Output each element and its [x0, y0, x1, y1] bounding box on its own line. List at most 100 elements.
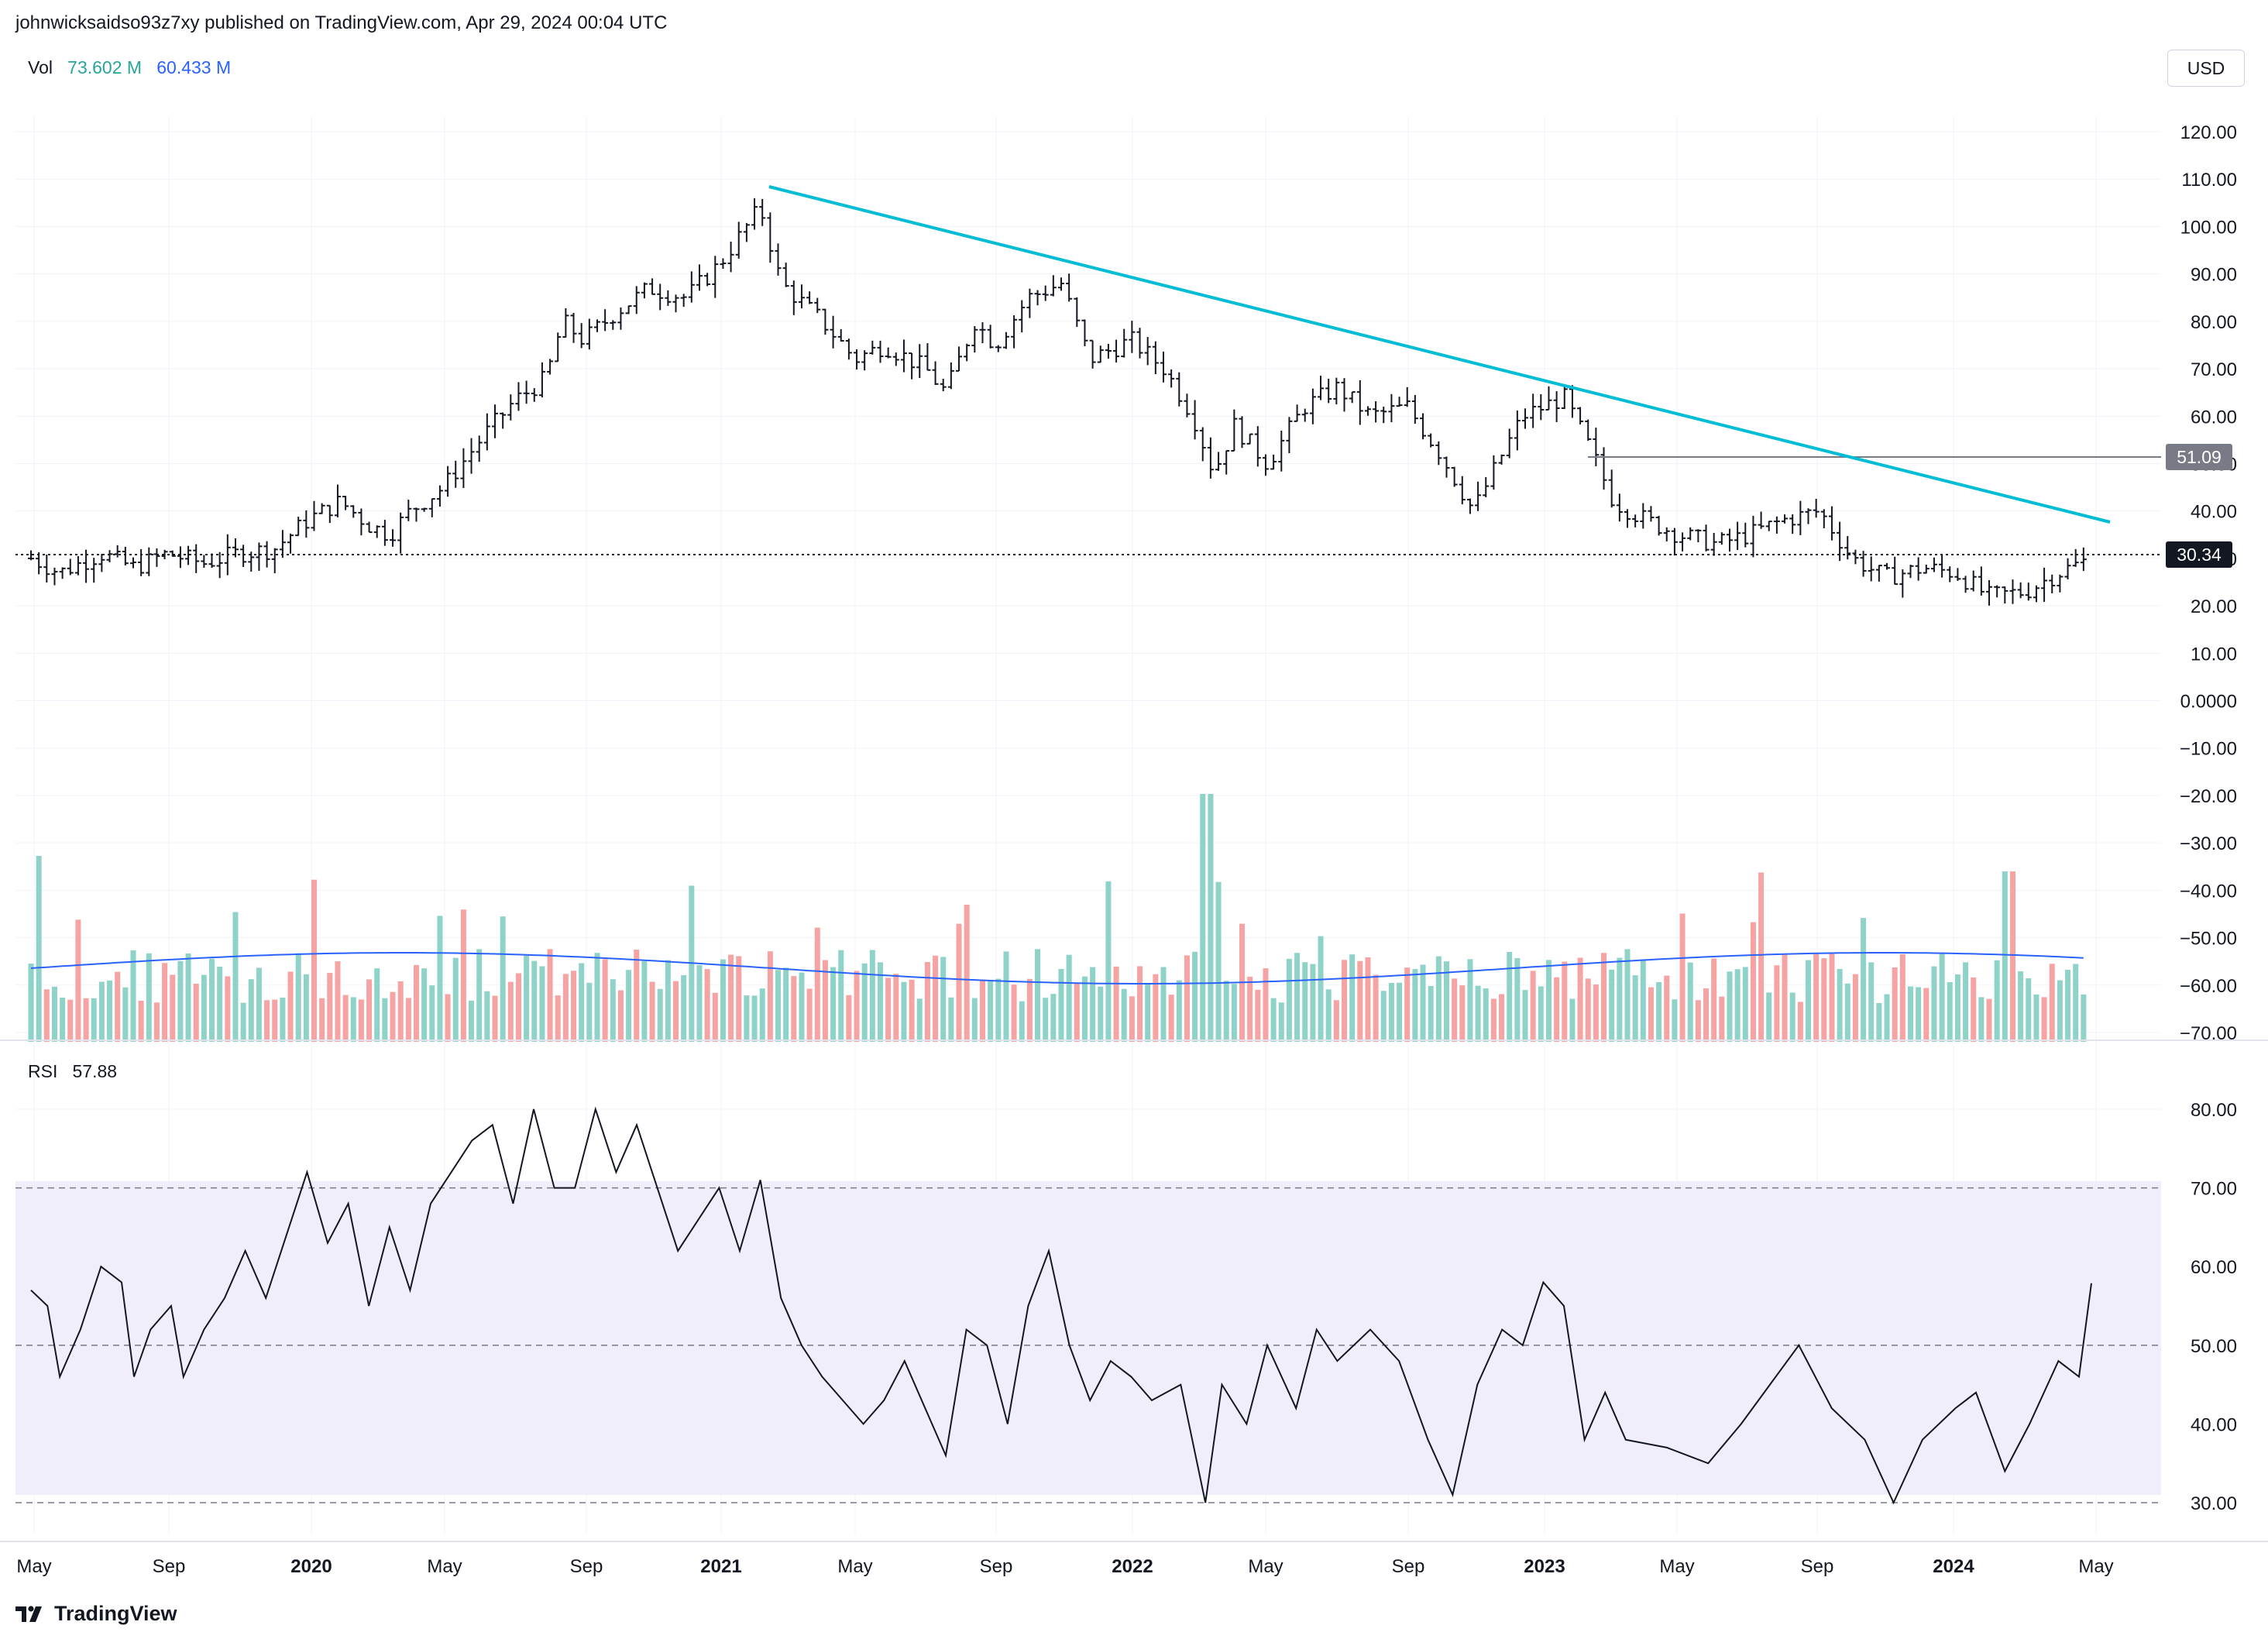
- volume-bar: [1766, 992, 1772, 1042]
- price-tick-label: 60.00: [2191, 407, 2237, 428]
- ohlc-bar: [445, 466, 452, 497]
- ohlc-bar: [1907, 565, 1914, 579]
- time-axis[interactable]: May Sep 2020 May Sep 2021 May Sep 2022 May Sep 2023…: [16, 1556, 2113, 1577]
- volume-legend[interactable]: Vol 73.602 M 60.433 M: [28, 57, 231, 78]
- volume-bar: [319, 998, 325, 1042]
- volume-bar: [1711, 958, 1717, 1042]
- volume-bar: [579, 963, 585, 1042]
- volume-bar: [1569, 998, 1576, 1042]
- ohlc-bar: [531, 388, 538, 402]
- ohlc-bar: [2009, 579, 2016, 604]
- ohlc-bar: [1538, 393, 1545, 421]
- ohlc-bar: [1616, 493, 1623, 522]
- volume-bar: [1939, 954, 1945, 1042]
- ohlc-bar: [436, 485, 443, 507]
- ohlc-bar: [2033, 585, 2039, 603]
- volume-bar: [712, 992, 718, 1042]
- volume-bar: [153, 1002, 160, 1042]
- volume-bar: [854, 971, 860, 1042]
- ohlc-bar: [720, 258, 727, 269]
- volume-bar: [814, 927, 820, 1042]
- volume-bar: [170, 974, 176, 1042]
- price-axis[interactable]: 120.00 110.00 100.00 90.00 80.00 70.00 60.00 50…: [2180, 122, 2237, 1514]
- volume-bar: [1333, 1000, 1339, 1042]
- volume-bar: [1672, 999, 1678, 1042]
- volume-bar: [979, 979, 985, 1042]
- ohlc-bar: [1750, 515, 1757, 558]
- volume-bar: [885, 978, 892, 1042]
- ohlc-bar: [1506, 428, 1513, 459]
- volume-bar: [484, 991, 490, 1042]
- volume-bar: [2073, 964, 2079, 1042]
- volume-bar: [2026, 978, 2032, 1042]
- price-tick-label: 80.00: [2191, 312, 2237, 333]
- volume-bar: [916, 998, 923, 1042]
- volume-bar: [185, 953, 191, 1042]
- ohlc-bar: [1577, 407, 1584, 424]
- ohlc-bar: [1325, 379, 1332, 404]
- volume-bar: [1632, 975, 1638, 1042]
- ohlc-bar: [538, 362, 545, 398]
- volume-bar: [1270, 998, 1277, 1042]
- volume-bar: [1577, 957, 1583, 1042]
- rsi-line: [30, 1106, 2092, 1505]
- ohlc-bar: [1734, 521, 1741, 551]
- ohlc-bar: [114, 545, 121, 558]
- ohlc-bar: [947, 362, 954, 390]
- volume-bar: [877, 962, 883, 1042]
- tradingview-logo[interactable]: TradingView: [15, 1602, 177, 1626]
- trendline[interactable]: [768, 185, 2111, 524]
- rsi-tick-label: 60.00: [2191, 1257, 2237, 1278]
- ohlc-bar: [892, 352, 899, 366]
- volume-bar: [696, 964, 703, 1042]
- ohlc-bar: [1239, 416, 1246, 448]
- ohlc-bar: [421, 507, 428, 512]
- currency-button[interactable]: USD: [2167, 50, 2245, 87]
- ohlc-bar: [869, 340, 876, 355]
- ohlc-bar: [743, 222, 750, 242]
- rsi-legend[interactable]: RSI 57.88: [28, 1061, 117, 1082]
- ohlc-bar: [2072, 548, 2079, 567]
- ohlc-bar: [74, 555, 81, 576]
- volume-bar: [1043, 998, 1049, 1042]
- volume-bar: [2081, 994, 2087, 1042]
- ohlc-bar: [334, 484, 341, 517]
- volume-bar: [634, 950, 640, 1042]
- ohlc-bar: [617, 308, 624, 330]
- price-tick-label: 110.00: [2181, 170, 2237, 191]
- ohlc-bar: [735, 222, 742, 259]
- volume-bar: [193, 984, 199, 1042]
- ohlc-bar: [775, 243, 782, 276]
- volume-bar: [1026, 978, 1033, 1042]
- volume-bar: [2065, 970, 2071, 1042]
- volume-bar: [1452, 978, 1458, 1042]
- volume-bar: [272, 999, 278, 1042]
- price-tick-label: −50.00: [2180, 929, 2237, 950]
- ohlc-bar: [1978, 566, 1984, 596]
- price-tick-label: −20.00: [2180, 786, 2237, 807]
- ohlc-bar: [712, 256, 719, 298]
- volume-bar: [988, 980, 994, 1042]
- ohlc-bar: [1231, 409, 1238, 452]
- ohlc-bar: [1246, 433, 1253, 445]
- volume-bar: [162, 963, 168, 1042]
- time-tick-label: Sep: [153, 1556, 186, 1577]
- volume-bar: [1325, 989, 1332, 1042]
- ohlc-bar: [1034, 290, 1041, 306]
- volume-bar: [1797, 1002, 1803, 1042]
- volume-bar: [940, 957, 947, 1042]
- ohlc-bar: [1388, 393, 1395, 423]
- ohlc-bar: [1765, 521, 1772, 531]
- volume-bar: [138, 1000, 144, 1042]
- volume-bar: [2057, 980, 2063, 1042]
- volume-bar: [67, 999, 74, 1042]
- ohlc-bar: [798, 284, 805, 309]
- volume-bar: [681, 975, 687, 1042]
- ohlc-bar: [1301, 408, 1308, 422]
- volume-bar: [225, 976, 231, 1042]
- volume-bar: [500, 916, 506, 1042]
- volume-ma-line: [30, 952, 2084, 984]
- time-tick-label: Sep: [1392, 1556, 1425, 1577]
- ohlc-bar: [2025, 582, 2032, 601]
